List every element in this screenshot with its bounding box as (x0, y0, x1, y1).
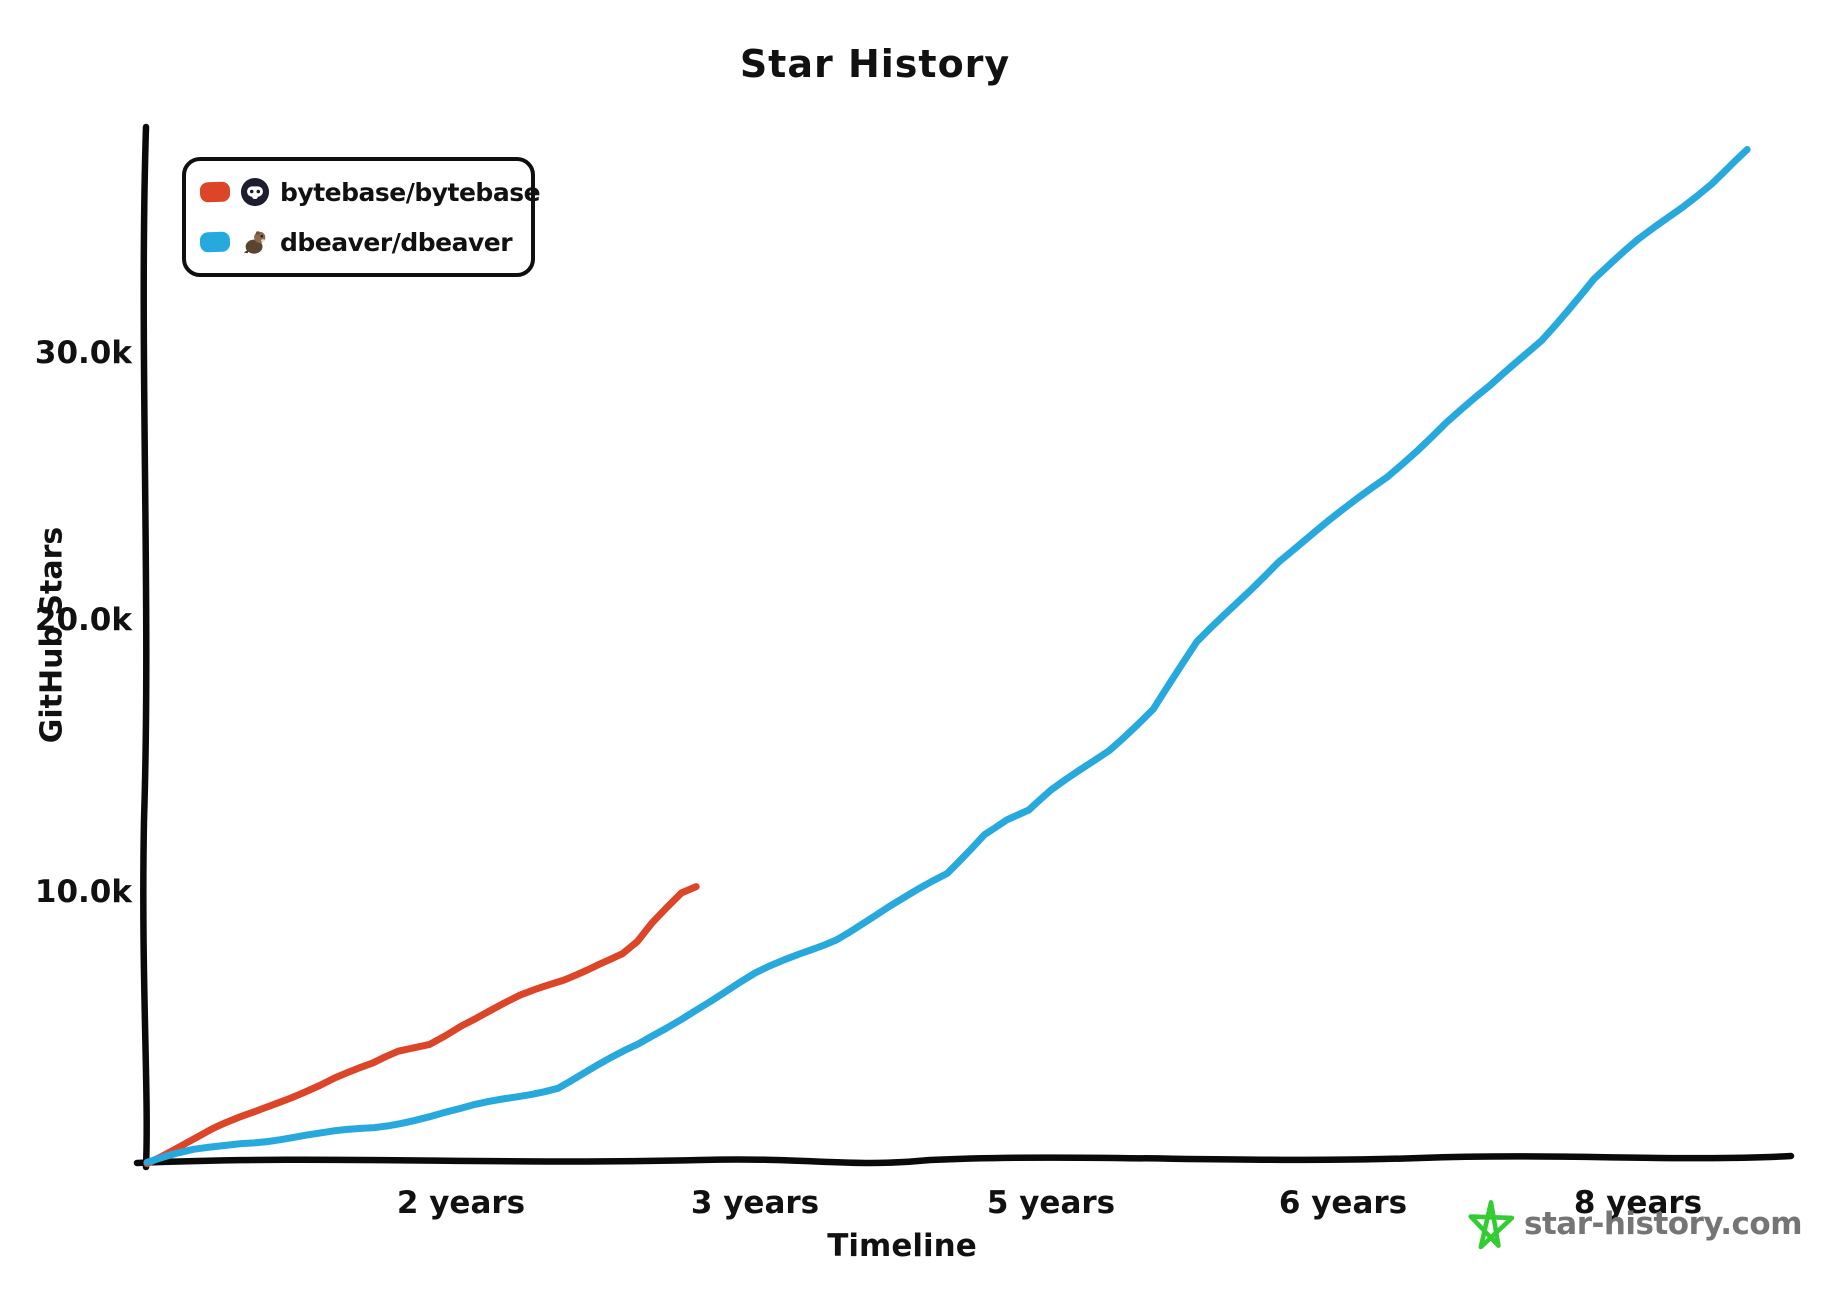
legend-label-bytebase: bytebase/bytebase (280, 177, 541, 207)
dbeaver-color-swatch (199, 231, 231, 253)
y-tick-20k: 20.0k (34, 602, 132, 638)
x-tick-8-years: 8 years (1573, 1185, 1703, 1221)
legend: bytebase/bytebase dbeaver/dbeaver (182, 157, 541, 277)
bytebase-avatar-icon (240, 177, 270, 207)
x-tick-5-years: 5 years (986, 1185, 1116, 1221)
y-axis-line (140, 123, 150, 1171)
dbeaver-series-line (143, 146, 1751, 1166)
brand-link[interactable]: star-history.com (1468, 1198, 1803, 1250)
x-axis-title: Timeline (827, 1228, 977, 1264)
dbeaver-avatar-icon (243, 231, 266, 254)
x-tick-6-years: 6 years (1278, 1185, 1408, 1221)
y-tick-30k: 30.0k (34, 335, 132, 371)
x-tick-3-years: 3 years (690, 1185, 820, 1221)
star-icon (1468, 1200, 1514, 1250)
legend-item-dbeaver[interactable]: dbeaver/dbeaver (199, 220, 521, 264)
legend-label-dbeaver: dbeaver/dbeaver (280, 227, 513, 257)
y-tick-10k: 10.0k (34, 874, 132, 910)
legend-item-bytebase[interactable]: bytebase/bytebase (199, 170, 541, 214)
bytebase-color-swatch (199, 181, 231, 203)
y-axis-title: GitHub Stars (34, 526, 70, 744)
chart-title: Star History (739, 42, 1011, 86)
x-axis-line (133, 1152, 1795, 1167)
bytebase-series-line (143, 883, 700, 1168)
x-tick-2-years: 2 years (396, 1185, 526, 1221)
brand-text: star-history.com (1524, 1206, 1803, 1242)
